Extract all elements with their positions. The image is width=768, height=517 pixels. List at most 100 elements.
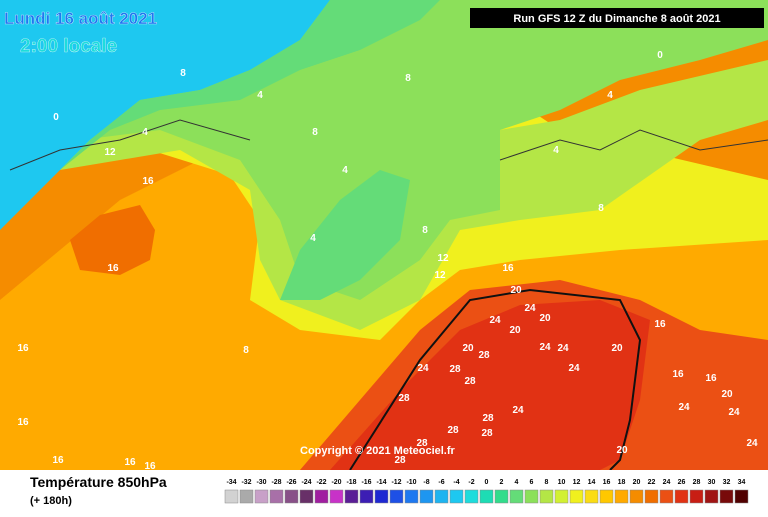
- scale-swatch: [269, 489, 284, 504]
- scale-label: 22: [648, 479, 656, 486]
- contour-label: 28: [398, 393, 410, 404]
- scale-label: -28: [271, 479, 281, 486]
- scale-label: 10: [558, 479, 566, 486]
- scale-label: 2: [500, 479, 504, 486]
- scale-swatch: [224, 489, 239, 504]
- contour-label: 24: [512, 405, 524, 416]
- contour-label: 20: [721, 389, 733, 400]
- contour-label: 8: [405, 73, 411, 84]
- scale-label: 14: [588, 479, 596, 486]
- contour-label: 12: [104, 147, 116, 158]
- contour-label: 28: [416, 438, 428, 449]
- contour-label: 24: [489, 315, 501, 326]
- scale-label: -22: [316, 479, 326, 486]
- contour-label: 8: [180, 68, 186, 79]
- scale-swatch: [569, 489, 584, 504]
- contour-label: 16: [144, 461, 156, 472]
- scale-swatch: [524, 489, 539, 504]
- contour-label: 16: [654, 319, 666, 330]
- contour-label: 28: [478, 350, 490, 361]
- scale-swatch: [419, 489, 434, 504]
- contour-label: 16: [107, 263, 119, 274]
- scale-label: 26: [678, 479, 686, 486]
- forecast-time: 2:00 locale: [20, 36, 117, 57]
- contour-label: 20: [616, 445, 628, 456]
- copyright: Copyright © 2021 Meteociel.fr: [300, 445, 456, 457]
- contour-label: 16: [17, 343, 29, 354]
- contour-label: 28: [481, 428, 493, 439]
- scale-swatch: [434, 489, 449, 504]
- scale-swatch: [299, 489, 314, 504]
- scale-swatch: [374, 489, 389, 504]
- contour-label: 28: [482, 413, 494, 424]
- scale-label: -8: [423, 479, 429, 486]
- color-scale: -34 -32 -30 -28 -26 -24 -22 -20 -18 -16 -14 -12 -10-…: [224, 479, 749, 504]
- contour-label: 28: [464, 376, 476, 387]
- contour-label: 4: [257, 90, 263, 101]
- contour-label: 16: [17, 417, 29, 428]
- scale-label: 34: [738, 479, 746, 486]
- scale-swatch: [509, 489, 524, 504]
- scale-swatch: [644, 489, 659, 504]
- scale-label: -10: [406, 479, 416, 486]
- scale-label: -34: [226, 479, 236, 486]
- contour-label: 16: [52, 455, 64, 466]
- scale-swatch: [734, 489, 749, 504]
- scale-label: 18: [618, 479, 626, 486]
- scale-label: 12: [573, 479, 581, 486]
- scale-label: 8: [545, 479, 549, 486]
- scale-swatch: [674, 489, 689, 504]
- contour-label: 12: [434, 270, 446, 281]
- contour-label: 0: [657, 50, 663, 61]
- scale-label: 30: [708, 479, 716, 486]
- scale-swatch: [284, 489, 299, 504]
- scale-swatch: [404, 489, 419, 504]
- scale-label: 16: [603, 479, 611, 486]
- scale-label: -12: [391, 479, 401, 486]
- scale-label: 4: [515, 479, 519, 486]
- scale-swatch: [599, 489, 614, 504]
- scale-swatch: [494, 489, 509, 504]
- contour-label: 24: [728, 407, 740, 418]
- scale-swatch: [464, 489, 479, 504]
- contour-label: 16: [142, 176, 154, 187]
- scale-swatch: [704, 489, 719, 504]
- contour-label: 28: [449, 364, 461, 375]
- scale-label: -4: [453, 479, 459, 486]
- contour-label: 20: [509, 325, 521, 336]
- contour-label: 4: [607, 90, 613, 101]
- contour-label: 4: [342, 165, 348, 176]
- contour-label: 12: [437, 253, 449, 264]
- contour-label: 24: [746, 438, 758, 449]
- scale-label: -20: [331, 479, 341, 486]
- scale-swatch: [479, 489, 494, 504]
- scale-swatch: [254, 489, 269, 504]
- contour-label: 24: [417, 363, 429, 374]
- scale-label: 24: [663, 479, 671, 486]
- scale-label: -18: [346, 479, 356, 486]
- contour-label: 24: [568, 363, 580, 374]
- contour-label: 28: [447, 425, 459, 436]
- scale-swatch: [554, 489, 569, 504]
- contour-label: 8: [312, 127, 318, 138]
- run-info: Run GFS 12 Z du Dimanche 8 août 2021: [513, 13, 720, 25]
- scale-swatch: [239, 489, 254, 504]
- scale-swatch: [614, 489, 629, 504]
- scale-swatch: [449, 489, 464, 504]
- contour-label: 20: [462, 343, 474, 354]
- scale-swatch: [359, 489, 374, 504]
- scale-swatch: [389, 489, 404, 504]
- contour-label: 16: [502, 263, 514, 274]
- contour-label: 20: [539, 313, 551, 324]
- contour-label: 8: [243, 345, 249, 356]
- scale-label: 6: [530, 479, 534, 486]
- scale-swatch: [719, 489, 734, 504]
- contour-label: 20: [510, 285, 522, 296]
- scale-label: -14: [376, 479, 386, 486]
- scale-label: 0: [485, 479, 489, 486]
- scale-label: 28: [693, 479, 701, 486]
- contour-label: 24: [539, 342, 551, 353]
- contour-label: 0: [53, 112, 59, 123]
